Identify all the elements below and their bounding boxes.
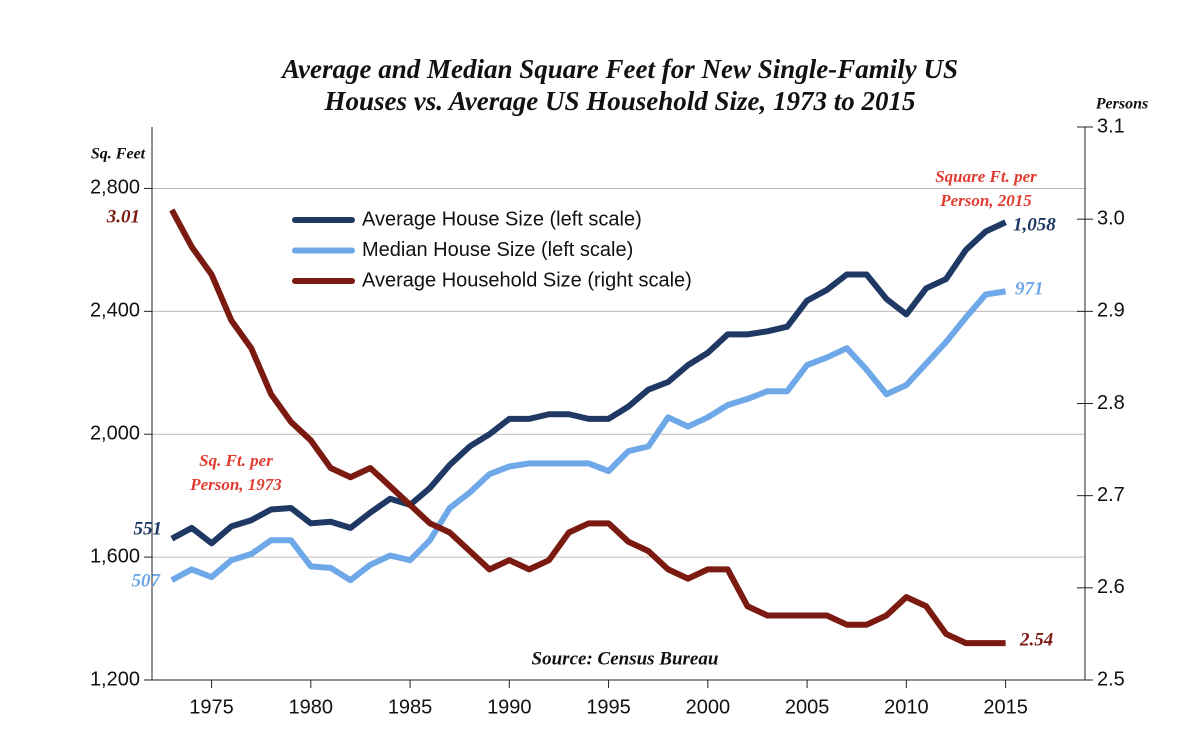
chart-title: Average and Median Square Feet for New S… <box>280 54 958 84</box>
y2-tick-label: 3.1 <box>1097 115 1125 137</box>
y2-tick-label: 2.7 <box>1097 484 1125 506</box>
chart-title: Houses vs. Average US Household Size, 19… <box>323 86 915 116</box>
y2-tick-label: 2.6 <box>1097 576 1125 598</box>
legend-label: Average House Size (left scale) <box>362 208 642 230</box>
y2-tick-label: 2.8 <box>1097 392 1125 414</box>
x-tick-label: 2010 <box>884 696 929 718</box>
annotation: Person, 2015 <box>939 191 1032 210</box>
legend-label: Median House Size (left scale) <box>362 239 633 261</box>
x-tick-label: 1990 <box>487 696 532 718</box>
y-axis-label: Sq. Feet <box>91 146 146 163</box>
x-tick-label: 1980 <box>289 696 334 718</box>
data-line <box>169 208 1006 647</box>
x-tick-label: 2015 <box>983 696 1028 718</box>
x-tick-label: 2005 <box>785 696 830 718</box>
y2-axis-label: Persons <box>1095 96 1148 113</box>
y-tick-label: 1,600 <box>90 545 140 567</box>
annotation: 507 <box>132 570 162 591</box>
y-tick-label: 2,400 <box>90 300 140 322</box>
x-tick-label: 1995 <box>586 696 631 718</box>
y2-tick-label: 2.5 <box>1097 668 1125 690</box>
annotation: Sq. Ft. per <box>199 451 273 470</box>
annotation: 3.01 <box>106 206 140 227</box>
y-tick-label: 2,000 <box>90 423 140 445</box>
annotation: Person, 1973 <box>189 475 282 494</box>
legend-label: Average Household Size (right scale) <box>362 269 692 291</box>
y-tick-label: 2,800 <box>90 177 140 199</box>
y2-tick-label: 3.0 <box>1097 207 1125 229</box>
annotation: Square Ft. per <box>935 167 1037 186</box>
annotation: 551 <box>134 518 163 539</box>
data-line <box>170 219 1007 547</box>
x-tick-label: 1975 <box>189 696 234 718</box>
x-tick-label: 1985 <box>388 696 433 718</box>
annotation: Source: Census Bureau <box>532 648 719 669</box>
annotation: 971 <box>1015 278 1044 299</box>
y2-tick-label: 2.9 <box>1097 300 1125 322</box>
data-line <box>170 288 1007 584</box>
y-tick-label: 1,200 <box>90 668 140 690</box>
annotation: 1,058 <box>1013 214 1056 235</box>
annotation: 2.54 <box>1019 629 1053 650</box>
x-tick-label: 2000 <box>686 696 731 718</box>
